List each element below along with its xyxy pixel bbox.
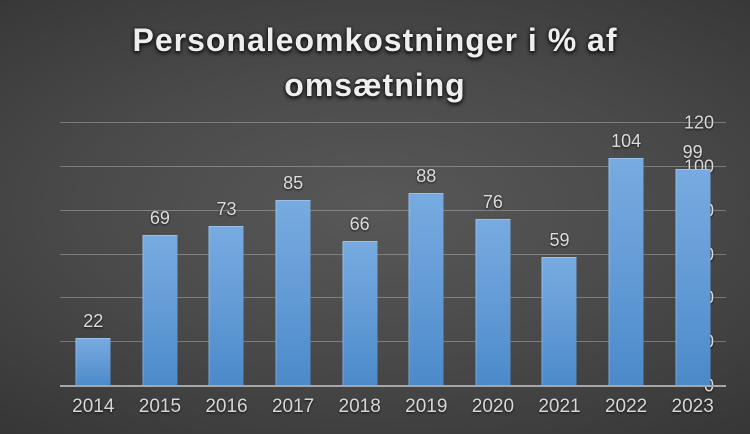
bar-slot-2020: 76 2020 <box>460 123 527 417</box>
bar-2016 <box>208 226 244 386</box>
bar-slot-2017: 85 2017 <box>260 123 327 417</box>
bar-value-label-2016: 73 <box>216 199 237 220</box>
bar-slot-2015: 69 2015 <box>127 123 194 417</box>
bar-value-label-2018: 66 <box>349 214 370 235</box>
bar-2023 <box>675 169 711 386</box>
gridline-40 <box>60 297 726 299</box>
bar-value-label-2022: 104 <box>611 131 642 152</box>
bar-slot-2022: 104 2022 <box>593 123 660 417</box>
chart-title: Personaleomkostninger i % af omsætning <box>75 18 675 108</box>
x-tick-label-2016: 2016 <box>205 396 248 417</box>
bar-slot-2018: 66 2018 <box>326 123 393 417</box>
bar-slot-2021: 59 2021 <box>526 123 593 417</box>
bar-value-label-2021: 59 <box>549 229 570 250</box>
bar-2020 <box>475 219 511 386</box>
x-axis-line <box>60 385 726 387</box>
bar-slot-2014: 22 2014 <box>60 123 127 417</box>
bar-2022 <box>608 158 644 386</box>
x-tick-label-2017: 2017 <box>271 396 315 417</box>
bar-2014 <box>75 337 111 386</box>
x-tick-label-2022: 2022 <box>604 396 648 417</box>
x-tick-label-2020: 2020 <box>471 396 515 417</box>
gridline-120 <box>60 122 726 123</box>
gridline-80 <box>60 209 726 211</box>
gridline-60 <box>60 253 726 255</box>
x-tick-label-2023: 2023 <box>671 396 714 417</box>
plot-area: 020406080100120 222014692015732016852017… <box>60 113 726 417</box>
bar-value-label-2020: 76 <box>482 192 503 213</box>
bar-slot-2023: 99 2023 <box>659 123 726 417</box>
bar-2021 <box>541 256 577 386</box>
bar-value-label-2019: 88 <box>416 166 437 187</box>
x-tick-label-2021: 2021 <box>538 396 581 417</box>
x-tick-label-2015: 2015 <box>138 396 182 417</box>
bar-value-label-2017: 85 <box>283 172 304 193</box>
chart-title-line-2: omsætning <box>284 67 466 103</box>
bar-value-label-2014: 22 <box>83 310 104 331</box>
bar-slot-2016: 73 2016 <box>193 123 260 417</box>
bar-value-label-2015: 69 <box>149 207 170 228</box>
x-tick-label-2018: 2018 <box>338 396 381 417</box>
gridline-20 <box>60 341 726 343</box>
bar-2019 <box>408 193 444 386</box>
bar-2017 <box>275 199 311 386</box>
x-tick-label-2014: 2014 <box>72 396 115 417</box>
bar-value-label-2023: 99 <box>682 142 703 163</box>
bar-slot-2019: 88 2019 <box>393 123 460 417</box>
x-tick-label-2019: 2019 <box>405 396 448 417</box>
bar-2015 <box>142 234 178 386</box>
chart-title-line-1: Personaleomkostninger i % af <box>132 22 618 58</box>
bar-2018 <box>342 241 378 386</box>
gridline-100 <box>60 165 726 167</box>
y-tick-label-120: 120 <box>683 112 714 133</box>
